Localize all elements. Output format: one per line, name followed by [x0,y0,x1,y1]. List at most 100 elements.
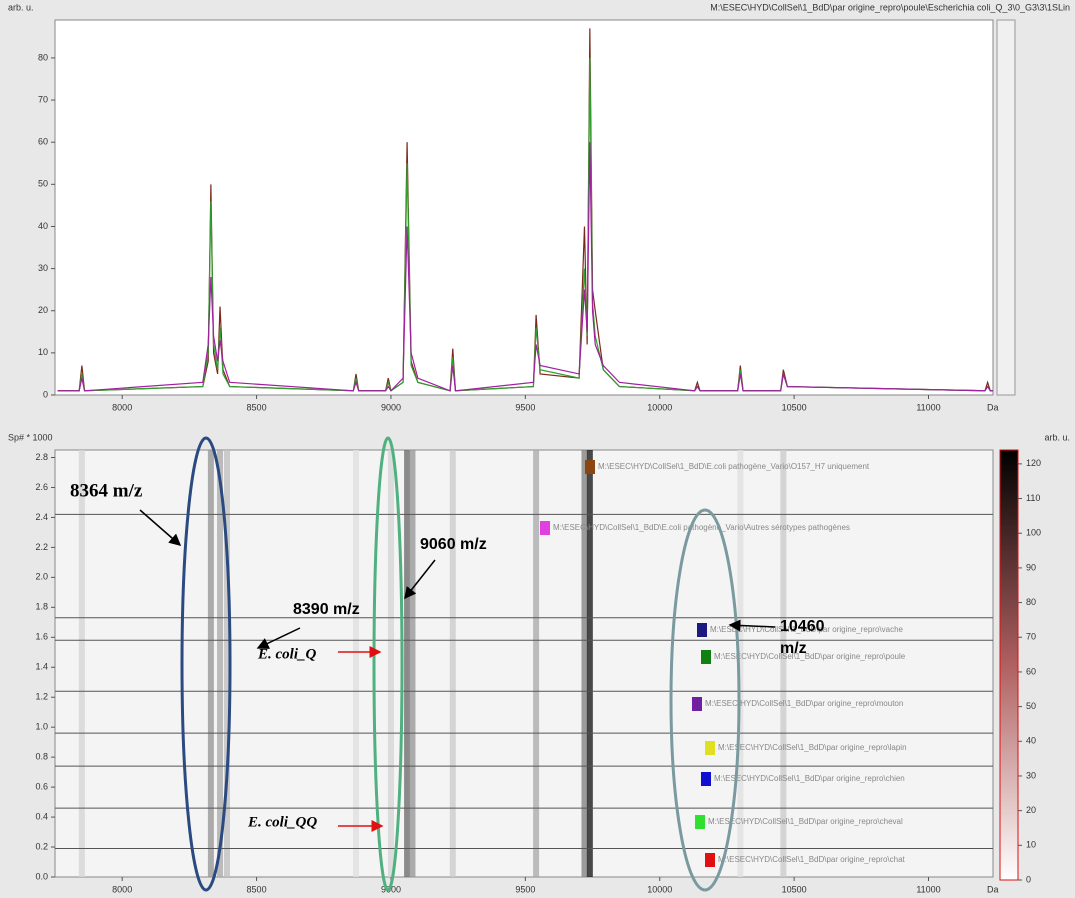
y-tick-label: 0.8 [35,752,48,762]
legend-swatch [705,741,715,755]
legend-label: M:\ESEC\HYD\CollSel\1_BdD\par origine_re… [708,817,903,826]
y-tick-label: 70 [38,94,48,104]
annotation-text: 10460 m/z [780,618,825,657]
legend-label: M:\ESEC\HYD\CollSel\1_BdD\par origine_re… [718,743,907,752]
gel-band [78,450,85,877]
x-tick-label: 8000 [112,884,132,894]
gel-band [533,450,540,877]
gel-band [449,450,456,877]
legend-swatch [697,623,707,637]
annotation-arrow [404,559,436,600]
annotation: 9060 m/z [420,536,487,553]
y-tick-label: 2.2 [35,542,48,552]
colorbar-tick-label: 10 [1026,840,1036,850]
y-tick-label: 2.4 [35,512,48,522]
annotation-arrow [139,509,182,546]
y-tick-label: 40 [38,221,48,231]
colorbar-tick-label: 30 [1026,770,1036,780]
y-tick-label: 0.4 [35,811,48,821]
x-tick-label: 8500 [247,402,267,412]
colorbar-tick-label: 80 [1026,597,1036,607]
x-tick-label: 10500 [782,884,807,894]
colorbar-label: arb. u. [1044,432,1070,442]
x-tick-label: 8500 [247,884,267,894]
y-tick-label: 1.2 [35,692,48,702]
y-tick-label: 1.6 [35,632,48,642]
annotation: E. coli_QQ [247,814,317,830]
colorbar-tick-label: 40 [1026,736,1036,746]
annotation: 10460 m/z [780,618,825,657]
scrollbar[interactable] [996,19,1016,396]
legend-swatch [701,772,711,786]
gel-band [581,450,588,877]
legend-swatch [705,853,715,867]
legend-label: M:\ESEC\HYD\CollSel\1_BdD\par origine_re… [705,699,903,708]
x-tick-label: 11000 [916,402,940,412]
annotation: 8364 m/z [70,480,143,501]
gel-band [404,450,411,877]
gel-band [387,450,394,877]
annotation: E. coli_Q [257,646,316,662]
highlight-ellipse [180,436,232,892]
y-tick-label: 0.2 [35,841,48,851]
x-tick-label: 10000 [647,884,672,894]
y-tick-label: 1.4 [35,662,48,672]
legend-label: M:\ESEC\HYD\CollSel\1_BdD\par origine_re… [710,625,904,634]
spectrum-line [57,142,993,392]
y-tick-label: 0.0 [35,871,48,881]
colorbar-tick-label: 20 [1026,805,1036,815]
x-tick-label: 9000 [381,402,401,412]
y-tick-label: 30 [38,263,48,273]
legend-label: M:\ESEC\HYD\CollSel\1_BdD\par origine_re… [714,652,906,661]
colorbar-tick-label: 60 [1026,666,1036,676]
x-unit: Da [987,402,999,412]
colorbar [999,449,1019,881]
x-tick-label: 10500 [782,402,807,412]
y-tick-label: 80 [38,52,48,62]
y-axis-label: arb. u. [8,2,34,12]
gel-band [353,450,360,877]
colorbar-tick-label: 120 [1026,458,1041,468]
colorbar-tick-label: 0 [1026,874,1031,884]
legend-swatch [540,521,550,535]
legend-swatch [692,697,702,711]
gel-band [224,450,231,877]
gel-band [409,450,416,877]
x-tick-label: 9000 [381,884,401,894]
x-tick-label: 8000 [112,402,132,412]
spectrum-area [54,19,994,396]
x-tick-label: 9500 [515,402,535,412]
y-tick-label: 0 [43,389,48,399]
colorbar-tick-label: 100 [1026,528,1041,538]
x-tick-label: 11000 [916,884,940,894]
colorbar-tick-label: 70 [1026,632,1036,642]
y-tick-label: 50 [38,179,48,189]
y-tick-label: 0.6 [35,781,48,791]
annotation: 8390 m/z [293,601,360,618]
colorbar-tick-label: 110 [1026,493,1040,503]
y-tick-label: 1.0 [35,722,48,732]
y-tick-label: 20 [38,305,48,315]
file-path: M:\ESEC\HYD\CollSel\1_BdD\par origine_re… [710,2,1070,12]
legend-swatch [585,460,595,474]
gel-band [737,450,744,877]
x-unit: Da [987,884,999,894]
highlight-ellipse [372,436,404,892]
legend-label: M:\ESEC\HYD\CollSel\1_BdD\par origine_re… [718,855,906,864]
gel-band [207,450,214,877]
legend-swatch [695,815,705,829]
y-tick-label: 10 [38,347,48,357]
legend-label: M:\ESEC\HYD\CollSel\1_BdD\E.coli pathogè… [553,523,850,532]
legend-swatch [701,650,711,664]
colorbar-tick-label: 50 [1026,701,1036,711]
x-tick-label: 10000 [647,402,672,412]
highlight-ellipse [669,508,741,892]
y-tick-label: 2.8 [35,452,48,462]
colorbar-tick-label: 90 [1026,562,1036,572]
y-axis-label: Sp# * 1000 [8,432,53,442]
y-tick-label: 1.8 [35,602,48,612]
gel-band [780,450,787,877]
x-tick-label: 9500 [515,884,535,894]
gel-band [586,450,593,877]
